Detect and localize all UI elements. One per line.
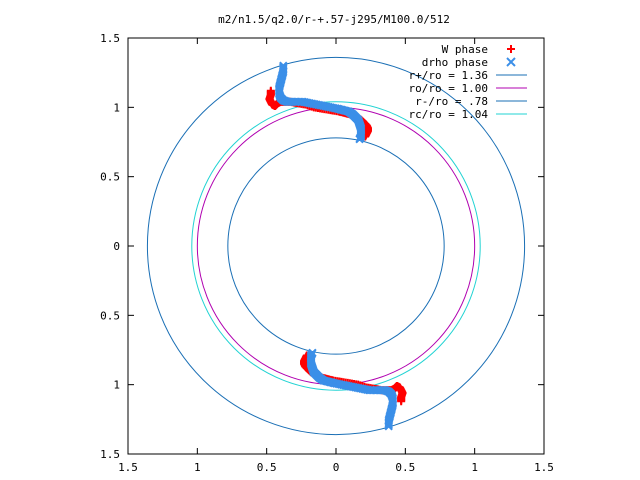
legend-cross-swatch (506, 57, 516, 67)
drho-phase-point (308, 348, 317, 357)
legend-label: drho phase (422, 56, 488, 69)
drho-phase-point (355, 135, 364, 144)
circle-line (196, 106, 476, 386)
legend-plus-swatch (507, 45, 515, 53)
legend-label: r+/ro = 1.36 (409, 69, 488, 82)
circle-line (146, 56, 526, 436)
series-drho-phase (274, 61, 398, 431)
x-tick-label: 0.5 (257, 461, 277, 474)
y-tick-label: 0.5 (100, 171, 120, 184)
series-w-phase (265, 86, 407, 406)
x-tick-label: 0.5 (395, 461, 415, 474)
circle-line (191, 101, 481, 391)
legend-label: r-/ro = .78 (415, 95, 488, 108)
x-tick-label: 1 (471, 461, 478, 474)
legend-label: rc/ro = 1.04 (409, 108, 489, 121)
circle-line (227, 137, 445, 355)
y-tick-label: 1 (113, 379, 120, 392)
y-tick-label: 1.5 (100, 448, 120, 461)
y-tick-label: 0.5 (100, 309, 120, 322)
chart-title: m2/n1.5/q2.0/r-+.57-j295/M100.0/512 (218, 13, 450, 26)
legend-label: W phase (442, 43, 488, 56)
y-tick-label: 1 (113, 101, 120, 114)
x-tick-label: 1 (194, 461, 201, 474)
x-tick-label: 1.5 (534, 461, 554, 474)
y-tick-label: 0 (113, 240, 120, 253)
y-axis: 1.5 1 0.5 0 0.5 1 1.5 (100, 32, 544, 461)
legend-label: ro/ro = 1.00 (409, 82, 488, 95)
x-tick-label: 1.5 (118, 461, 138, 474)
x-tick-label: 0 (333, 461, 340, 474)
y-tick-label: 1.5 (100, 32, 120, 45)
x-axis: 1.5 1 0.5 0 0.5 1 1.5 (118, 38, 554, 474)
